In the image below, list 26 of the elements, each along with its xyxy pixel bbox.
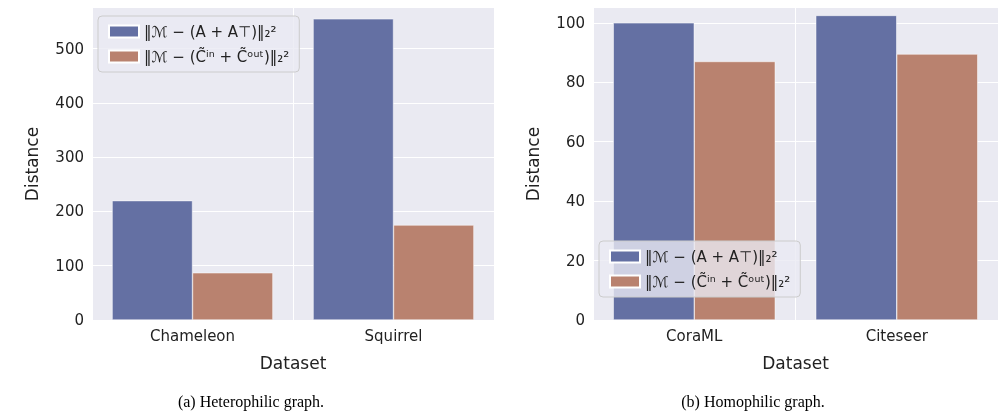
x-tick-label: Squirrel (364, 326, 423, 345)
y-tick-label: 100 (55, 256, 84, 275)
y-tick-label: 80 (565, 73, 585, 92)
y-tick-label: 300 (55, 148, 84, 167)
y-tick-label: 0 (575, 311, 585, 329)
legend-label: ‖ℳ − (A + A⊤)‖₂² (645, 247, 778, 266)
text: (b) Homophilic graph. (681, 392, 825, 411)
legend-label: ‖ℳ − (A + A⊤)‖₂² (144, 22, 277, 41)
y-axis-title: Distance (522, 126, 543, 202)
text: (a) Heterophilic graph. (177, 392, 325, 411)
legend-label: ‖ℳ − (C̃ⁱⁿ + C̃ᵒᵘᵗ)‖₂² (144, 46, 290, 66)
x-axis-title: Dataset (259, 352, 327, 373)
y-tick-label: 200 (55, 202, 84, 221)
x-tick-label: Citeseer (865, 326, 929, 345)
y-tick-label: 20 (565, 251, 585, 270)
y-tick-label: 100 (556, 13, 585, 32)
legend-label: ‖ℳ − (C̃ⁱⁿ + C̃ᵒᵘᵗ)‖₂² (645, 271, 791, 291)
y-tick-label: 400 (55, 93, 84, 112)
y-tick-label: 60 (565, 132, 585, 151)
y-tick-label: 0 (74, 311, 84, 329)
y-tick-label: 40 (565, 192, 585, 211)
y-axis-title: Distance (21, 126, 42, 202)
x-tick-label: Chameleon (149, 326, 236, 345)
x-tick-label: CoraML (666, 326, 724, 345)
y-tick-label: 500 (55, 39, 84, 58)
x-axis-title: Dataset (762, 352, 830, 373)
